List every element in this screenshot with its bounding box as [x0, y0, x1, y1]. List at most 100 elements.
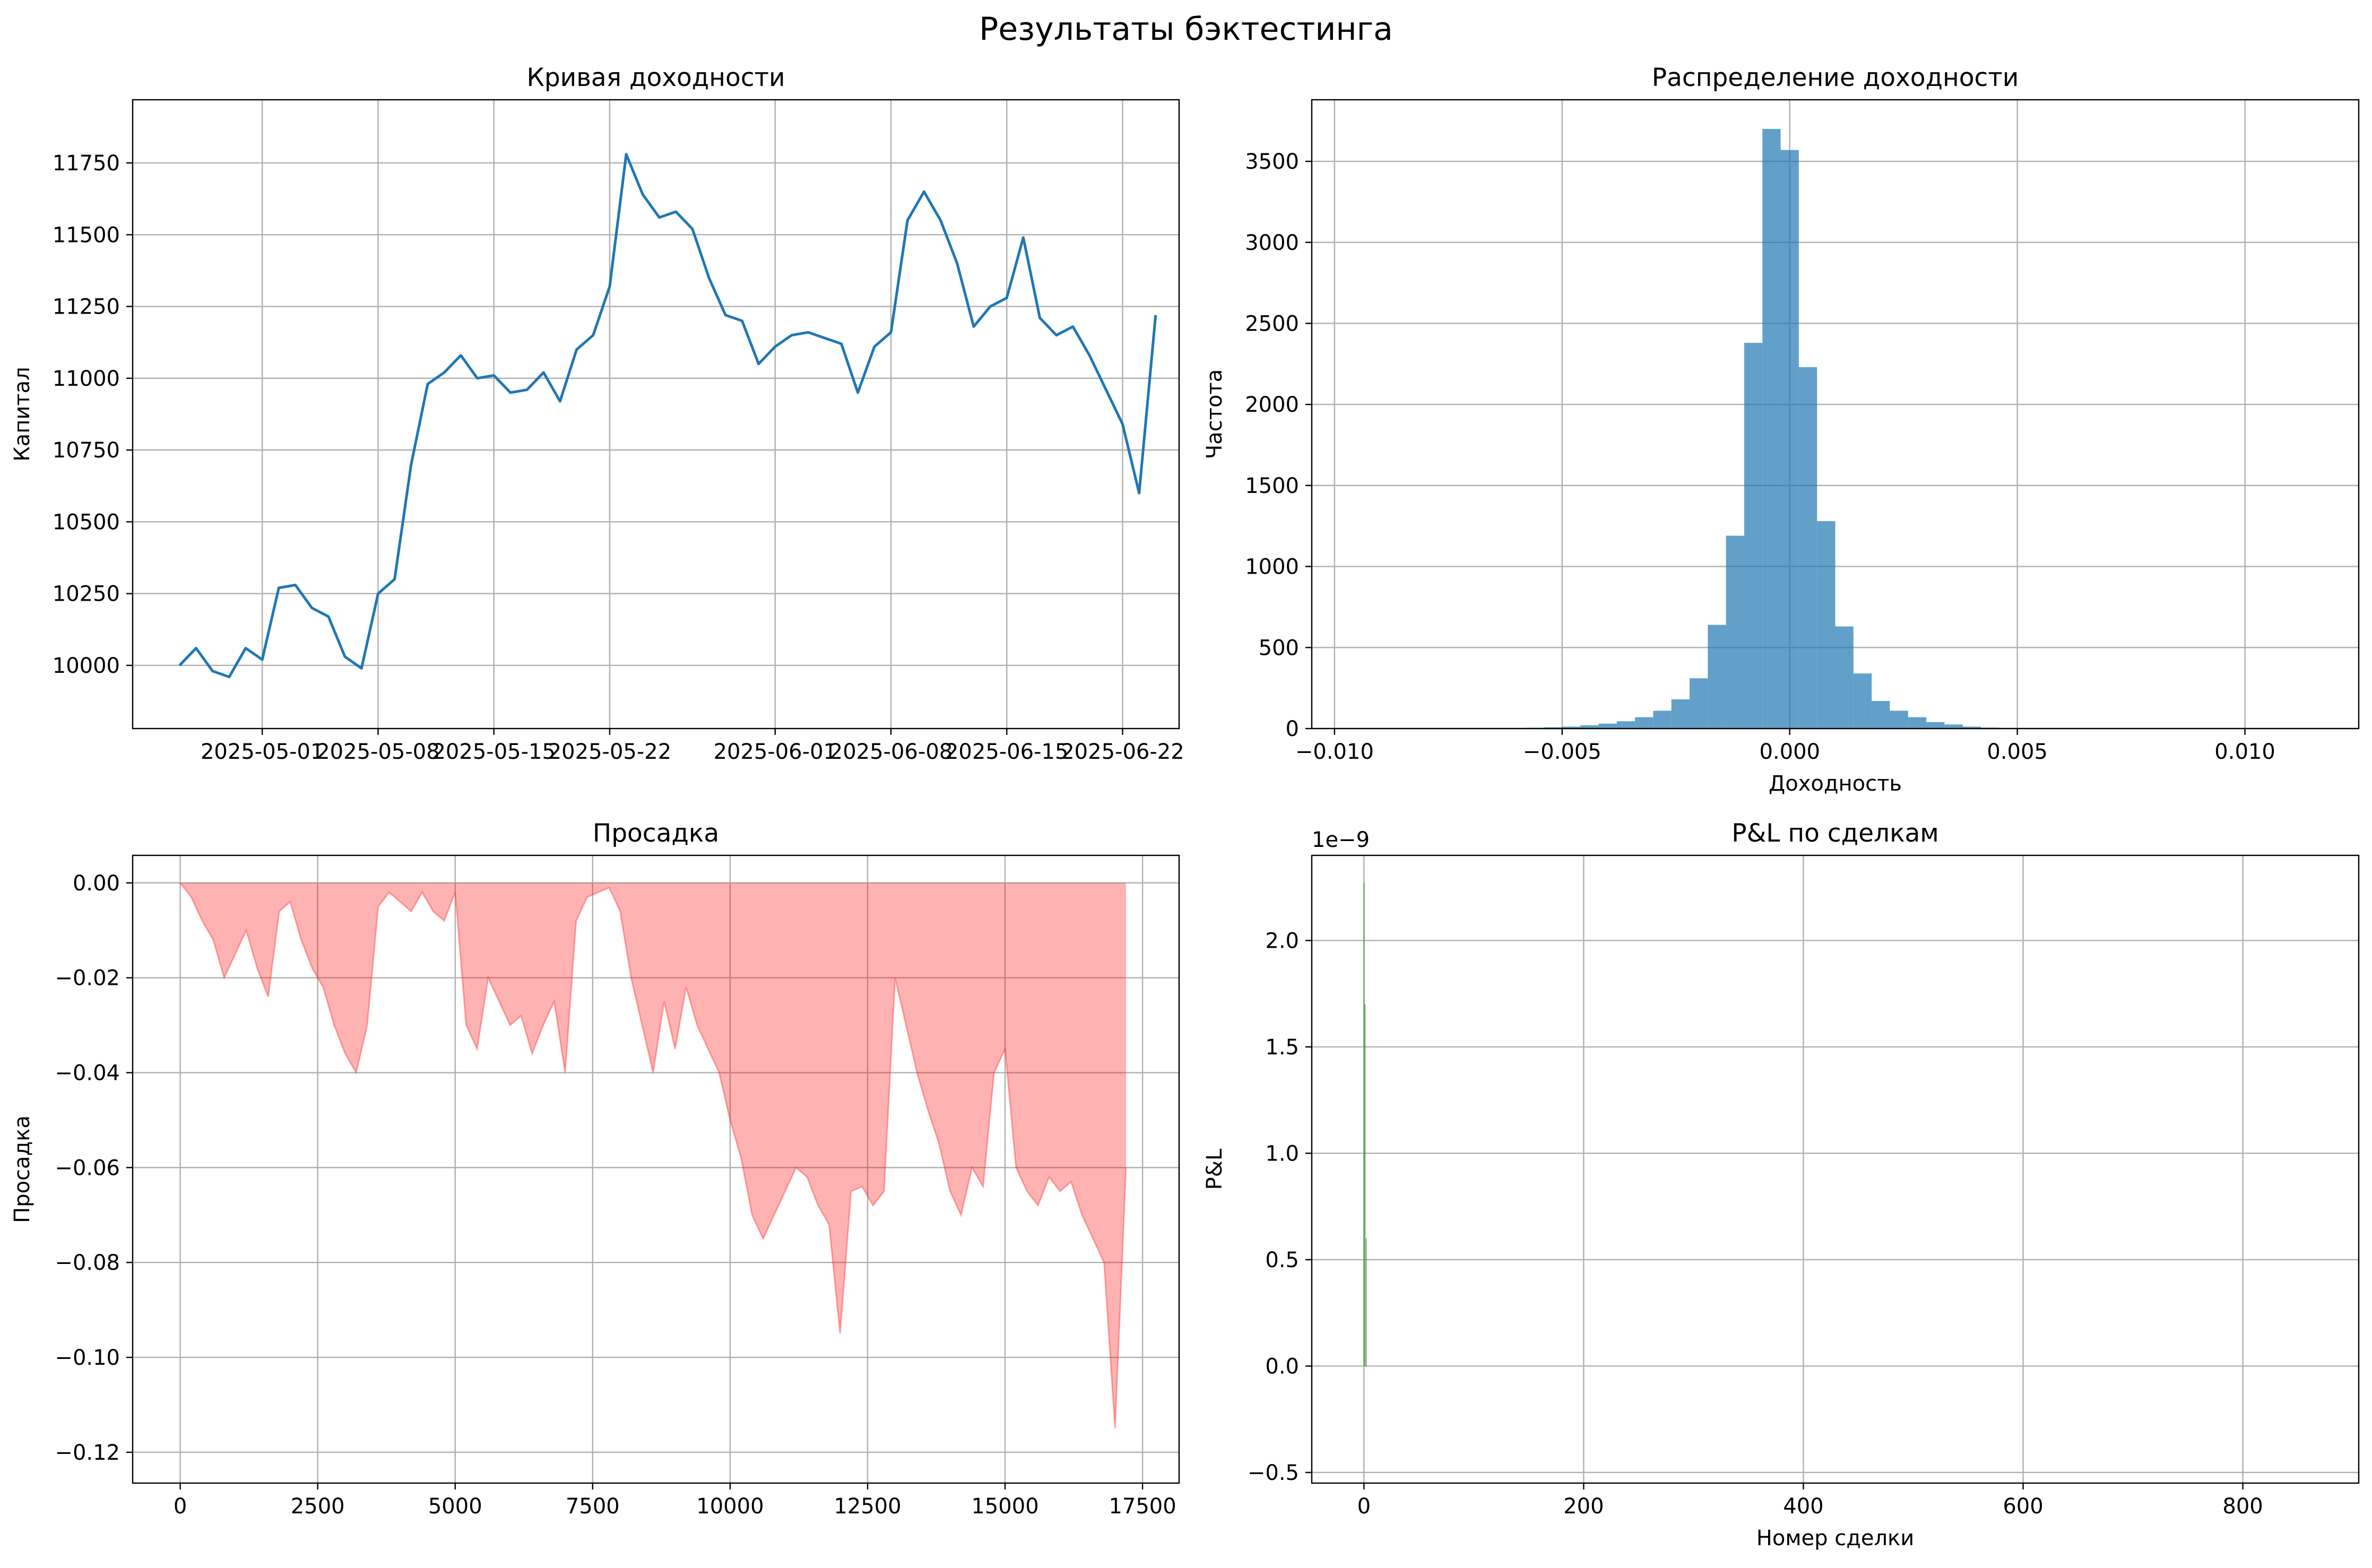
histogram-bar	[1726, 535, 1744, 729]
x-tick-label: 0	[174, 1494, 187, 1519]
x-tick-label: 2025-06-22	[1061, 740, 1184, 764]
x-tick-label: 10000	[696, 1494, 764, 1519]
returns-histogram-chart: −0.010 −0.005 0.000 0.005 0.010 0 500 1000 1500 2…	[1202, 63, 2360, 796]
y-tick-label: 3500	[1245, 150, 1299, 174]
pnl-bar	[1364, 1004, 1366, 1366]
histogram-bar	[1671, 699, 1690, 729]
x-tick-label: 2025-05-15	[432, 740, 555, 764]
y-tick-label: 11000	[53, 367, 120, 391]
histogram-bar	[1562, 726, 1581, 729]
y-tick-label: 2000	[1245, 393, 1299, 417]
drawdown-chart: 0 2500 5000 7500 10000 12500 15000 17500 0.00 −0.…	[10, 819, 1180, 1519]
histogram-bar	[1780, 150, 1799, 729]
x-tick-label: 7500	[566, 1494, 620, 1519]
y-tick-label: 11750	[53, 151, 120, 176]
histogram-bar	[1762, 128, 1781, 729]
y-tick-label: −0.08	[55, 1251, 120, 1275]
x-tick-label: 2500	[291, 1494, 345, 1519]
chart-title: Распределение доходности	[1652, 63, 2019, 92]
histogram-bar	[1835, 626, 1854, 729]
x-axis-label: Доходность	[1769, 772, 1902, 796]
histogram-bar	[1616, 721, 1635, 729]
axes-frame	[1311, 854, 2360, 1484]
equity-line	[178, 153, 1157, 679]
chart-title: P&L по сделкам	[1732, 819, 1938, 848]
x-tick-label: 2025-06-08	[829, 740, 953, 764]
x-tick-label: 0	[1357, 1494, 1371, 1519]
histogram-bar	[1890, 711, 1908, 729]
histogram-bar	[1580, 725, 1599, 729]
y-axis-label: P&L	[1202, 1148, 1227, 1190]
y-tick-label: 11250	[53, 295, 120, 319]
x-tick-label: 15000	[971, 1494, 1038, 1519]
trade-pnl-chart: 0 200 400 600 800 −0.5 0.0 0.5 1.0 1.5 2.0 P&L по с…	[1202, 819, 2360, 1550]
x-tick-label: −0.010	[1295, 740, 1374, 764]
histogram-bar	[1962, 726, 1981, 729]
histogram-bar	[1544, 727, 1562, 729]
x-tick-label: 800	[2222, 1494, 2263, 1519]
x-tick-label: 2025-05-22	[548, 740, 671, 764]
figure-title: Результаты бэктестинга	[979, 11, 1393, 48]
y-tick-label: −0.04	[55, 1061, 120, 1086]
histogram-bar	[1744, 343, 1763, 729]
y-tick-label: 1.0	[1265, 1141, 1299, 1166]
x-tick-label: 12500	[834, 1494, 901, 1519]
histogram-bar	[1872, 701, 1890, 729]
histogram-bar	[1853, 673, 1872, 729]
axes-frame	[132, 854, 1180, 1484]
y-tick-label: 11500	[53, 223, 120, 247]
histogram-bar	[1944, 724, 1963, 729]
histogram-bar	[1926, 722, 1945, 729]
x-tick-label: 0.010	[2214, 740, 2275, 764]
x-tick-label: 600	[2003, 1494, 2043, 1519]
drawdown-area	[180, 882, 1127, 1429]
histogram-bar	[1908, 717, 1927, 729]
y-tick-label: 10000	[53, 654, 120, 678]
x-tick-label: 0.000	[1759, 740, 1820, 764]
y-tick-label: 10750	[53, 438, 120, 463]
y-tick-label: 2.0	[1265, 929, 1299, 953]
y-tick-label: 3000	[1245, 231, 1299, 255]
chart-title: Кривая доходности	[526, 63, 785, 92]
y-tick-label: −0.5	[1248, 1461, 1299, 1485]
chart-title: Просадка	[593, 819, 719, 848]
y-tick-label: 0.5	[1265, 1248, 1299, 1272]
histogram-bar	[1817, 521, 1836, 729]
x-tick-label: 400	[1783, 1494, 1823, 1519]
y-tick-label: −0.10	[55, 1346, 120, 1370]
x-tick-label: 0.005	[1987, 740, 2048, 764]
y-tick-label: 0.00	[73, 871, 120, 896]
y-tick-label: 10250	[53, 582, 120, 607]
histogram-bar	[1598, 723, 1617, 729]
y-tick-label: 1500	[1245, 474, 1299, 498]
y-axis-label: Частота	[1202, 369, 1227, 460]
x-tick-label: 2025-06-01	[714, 740, 837, 764]
x-tick-label: 2025-05-01	[201, 740, 324, 764]
y-tick-label: 2500	[1245, 311, 1299, 336]
y-tick-label: 10500	[53, 510, 120, 534]
x-tick-label: 17500	[1109, 1494, 1176, 1519]
y-tick-label: −0.02	[55, 966, 120, 991]
axes-frame	[132, 99, 1180, 730]
x-tick-label: −0.005	[1523, 740, 1601, 764]
y-tick-label: 1.5	[1265, 1035, 1299, 1060]
y-axis-label: Просадка	[10, 1115, 34, 1223]
axes-frame	[1311, 99, 2360, 730]
y-tick-label: −0.12	[55, 1441, 120, 1465]
y-tick-label: 1000	[1245, 555, 1299, 579]
y-tick-label: 500	[1259, 636, 1299, 660]
equity-curve-chart: 2025-05-012025-05-082025-05-152025-05-22…	[10, 63, 1184, 764]
x-tick-label: 200	[1563, 1494, 1604, 1519]
pnl-bar	[1363, 883, 1365, 1366]
x-tick-label: 5000	[428, 1494, 482, 1519]
pnl-bar	[1365, 1238, 1367, 1366]
histogram-bar	[1798, 367, 1817, 729]
y-tick-label: −0.06	[55, 1156, 120, 1180]
histogram-bar	[1689, 678, 1708, 729]
histogram-bar	[1653, 711, 1672, 729]
y-offset-label: 1e−9	[1312, 828, 1370, 852]
x-tick-label: 2025-06-15	[945, 740, 1068, 764]
histogram-bar	[1708, 625, 1726, 729]
